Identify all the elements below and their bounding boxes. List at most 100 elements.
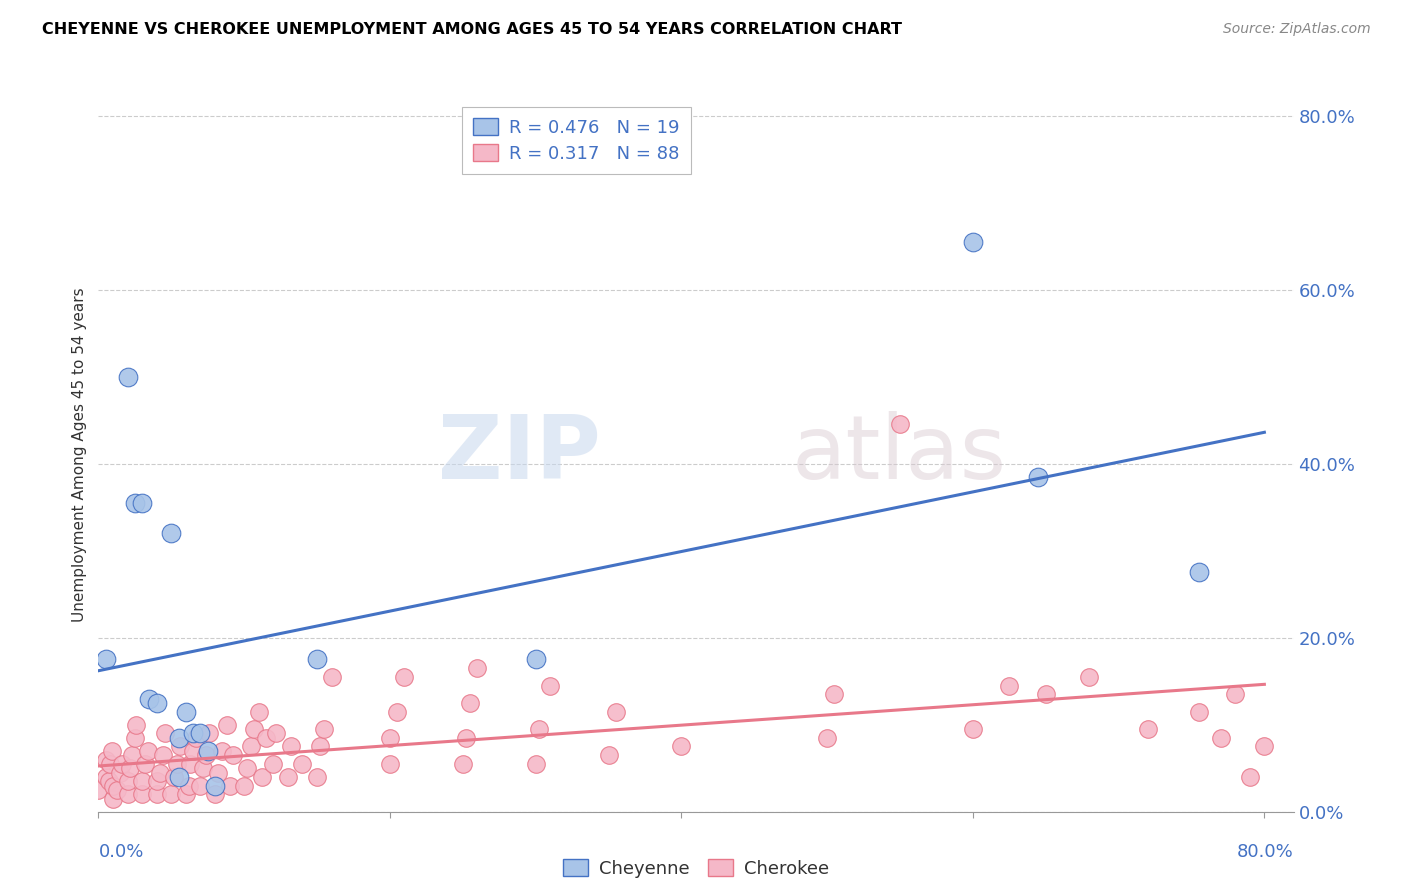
Point xyxy=(145,774,167,789)
Point xyxy=(264,726,287,740)
Point xyxy=(105,783,128,797)
Point xyxy=(1035,687,1057,701)
Point xyxy=(163,770,186,784)
Point xyxy=(378,731,401,745)
Point xyxy=(1188,705,1211,719)
Point xyxy=(101,791,124,805)
Point xyxy=(962,235,984,249)
Point xyxy=(174,705,197,719)
Point xyxy=(120,761,142,775)
Point xyxy=(1253,739,1275,754)
Point xyxy=(221,748,243,763)
Point xyxy=(1209,731,1232,745)
Point xyxy=(190,779,212,793)
Point xyxy=(378,756,401,771)
Point xyxy=(125,717,148,731)
Point xyxy=(538,679,561,693)
Point xyxy=(262,756,284,771)
Point xyxy=(121,748,143,763)
Point xyxy=(305,652,328,666)
Point xyxy=(124,496,146,510)
Text: 0.0%: 0.0% xyxy=(98,843,143,861)
Point xyxy=(314,722,336,736)
Point xyxy=(394,670,416,684)
Point xyxy=(149,765,172,780)
Point xyxy=(98,756,121,771)
Point xyxy=(94,770,117,784)
Text: ZIP: ZIP xyxy=(437,411,600,499)
Point xyxy=(233,779,256,793)
Point xyxy=(207,765,229,780)
Point xyxy=(321,670,343,684)
Point xyxy=(1028,469,1050,483)
Point xyxy=(236,761,259,775)
Point xyxy=(291,756,314,771)
Point xyxy=(815,731,838,745)
Point xyxy=(166,756,188,771)
Point xyxy=(94,652,117,666)
Point xyxy=(87,783,110,797)
Point xyxy=(998,679,1021,693)
Point xyxy=(124,731,146,745)
Point xyxy=(117,774,139,789)
Point xyxy=(193,761,215,775)
Point xyxy=(458,696,481,710)
Point xyxy=(254,731,277,745)
Point xyxy=(195,748,218,763)
Point xyxy=(198,726,221,740)
Point xyxy=(305,770,328,784)
Point xyxy=(247,705,270,719)
Legend: Cheyenne, Cherokee: Cheyenne, Cherokee xyxy=(555,852,837,885)
Point xyxy=(243,722,266,736)
Point xyxy=(131,496,153,510)
Point xyxy=(94,752,117,766)
Point xyxy=(117,369,139,384)
Point xyxy=(117,787,139,801)
Point xyxy=(211,744,233,758)
Point xyxy=(280,739,302,754)
Point xyxy=(160,787,183,801)
Point xyxy=(527,722,550,736)
Point xyxy=(204,779,226,793)
Point xyxy=(1136,722,1159,736)
Point xyxy=(138,691,160,706)
Point xyxy=(177,779,200,793)
Point xyxy=(605,705,627,719)
Point xyxy=(218,779,240,793)
Point xyxy=(309,739,332,754)
Point xyxy=(145,787,167,801)
Point xyxy=(155,726,177,740)
Point xyxy=(110,765,132,780)
Point xyxy=(1239,770,1261,784)
Point xyxy=(962,722,984,736)
Point xyxy=(136,744,159,758)
Point xyxy=(277,770,299,784)
Point xyxy=(169,739,191,754)
Point xyxy=(215,717,238,731)
Point xyxy=(131,774,153,789)
Text: CHEYENNE VS CHEROKEE UNEMPLOYMENT AMONG AGES 45 TO 54 YEARS CORRELATION CHART: CHEYENNE VS CHEROKEE UNEMPLOYMENT AMONG … xyxy=(42,22,903,37)
Point xyxy=(1078,670,1101,684)
Point xyxy=(145,696,167,710)
Point xyxy=(524,652,547,666)
Point xyxy=(181,744,204,758)
Y-axis label: Unemployment Among Ages 45 to 54 years: Unemployment Among Ages 45 to 54 years xyxy=(72,287,87,623)
Point xyxy=(152,748,174,763)
Point xyxy=(179,756,201,771)
Point xyxy=(100,744,122,758)
Point xyxy=(451,756,474,771)
Point xyxy=(101,779,124,793)
Point xyxy=(454,731,477,745)
Point xyxy=(181,726,204,740)
Point xyxy=(197,744,219,758)
Point xyxy=(240,739,263,754)
Point xyxy=(160,526,183,541)
Text: Source: ZipAtlas.com: Source: ZipAtlas.com xyxy=(1223,22,1371,37)
Point xyxy=(598,748,620,763)
Point xyxy=(174,787,197,801)
Point xyxy=(1188,566,1211,580)
Point xyxy=(250,770,273,784)
Text: 80.0%: 80.0% xyxy=(1237,843,1294,861)
Point xyxy=(167,770,190,784)
Point xyxy=(184,731,207,745)
